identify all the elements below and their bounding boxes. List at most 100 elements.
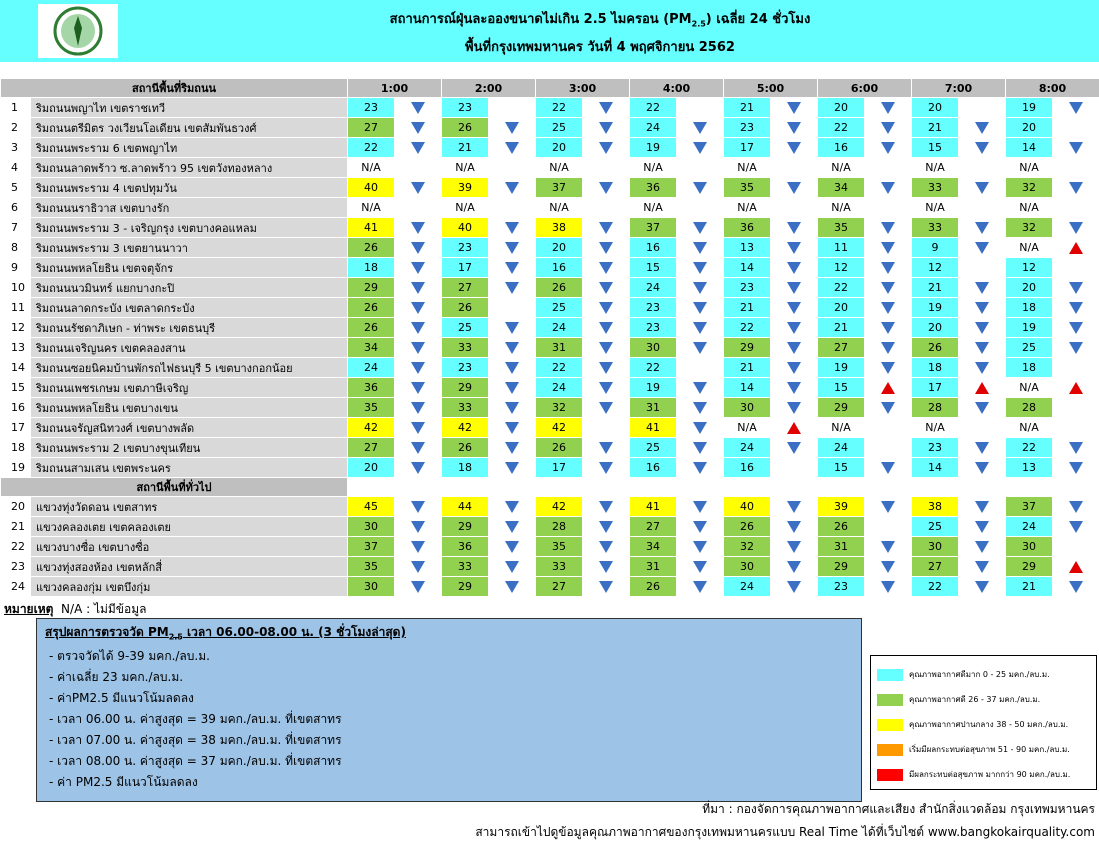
pm-value: 22: [912, 577, 959, 597]
trend-icon: [598, 580, 614, 594]
trend-cell: [1053, 497, 1099, 517]
trend-down: [693, 561, 707, 573]
pm-value: 25: [630, 438, 677, 458]
trend-icon: [692, 241, 708, 255]
trend-down: [599, 561, 613, 573]
trend-down: [787, 322, 801, 334]
trend-cell: [489, 517, 536, 537]
pm-value: 20: [818, 298, 865, 318]
trend-cell: [865, 198, 912, 218]
pm-value: 36: [724, 218, 771, 238]
pm-value: 18: [348, 258, 395, 278]
pm-value: 34: [348, 338, 395, 358]
station-name: ริมถนนลาดพร้าว ซ.ลาดพร้าว 95 เขตวังทองหล…: [31, 158, 348, 178]
trend-icon: [410, 321, 426, 335]
pm-value: 42: [348, 418, 395, 438]
trend-cell: [677, 517, 724, 537]
summary-item: - ตรวจวัดได้ 9-39 มคก./ลบ.ม.: [45, 646, 853, 667]
trend-cell: [959, 318, 1006, 338]
trend-cell: [583, 218, 630, 238]
trend-down: [505, 362, 519, 374]
trend-icon: [598, 401, 614, 415]
trend-cell: [771, 497, 818, 517]
trend-down: [599, 521, 613, 533]
trend-icon: [692, 181, 708, 195]
trend-cell: [583, 577, 630, 597]
trend-icon: [598, 181, 614, 195]
pm-value: N/A: [630, 198, 677, 218]
trend-cell: [583, 138, 630, 158]
trend-cell: [489, 238, 536, 258]
trend-cell: [771, 178, 818, 198]
pm-value: 22: [1006, 438, 1053, 458]
trend-cell: [583, 238, 630, 258]
hour-header: 8:00: [1006, 79, 1099, 98]
trend-cell: [865, 218, 912, 238]
trend-cell: [865, 438, 912, 458]
pm-value: 14: [1006, 138, 1053, 158]
pm-value: 17: [442, 258, 489, 278]
trend-cell: [1053, 218, 1099, 238]
pm-value: 33: [442, 557, 489, 577]
trend-cell: [771, 198, 818, 218]
trend-icon: [880, 580, 896, 594]
legend-swatch: [877, 694, 903, 706]
trend-down: [693, 122, 707, 134]
trend-icon: [786, 241, 802, 255]
trend-icon: [504, 341, 520, 355]
pm-value: 41: [630, 418, 677, 438]
trend-down: [599, 402, 613, 414]
station-no: 22: [1, 537, 31, 557]
pm-value: 30: [1006, 537, 1053, 557]
legend-swatch: [877, 719, 903, 731]
trend-icon: [598, 101, 614, 115]
trend-cell: [1053, 158, 1099, 178]
pm-value: 32: [1006, 178, 1053, 198]
trend-icon: [598, 221, 614, 235]
pm-value: 26: [818, 517, 865, 537]
trend-down: [411, 402, 425, 414]
trend-icon: [974, 441, 990, 455]
trend-cell: [959, 458, 1006, 478]
trend-icon: [598, 441, 614, 455]
pm-value: 15: [818, 458, 865, 478]
pm-value: 27: [912, 557, 959, 577]
pm-value: 25: [536, 118, 583, 138]
trend-cell: [1053, 338, 1099, 358]
trend-cell: [959, 238, 1006, 258]
trend-down: [693, 521, 707, 533]
trend-icon: [410, 540, 426, 554]
trend-down: [505, 442, 519, 454]
trend-icon: [504, 141, 520, 155]
trend-cell: [865, 537, 912, 557]
trend-cell: [583, 398, 630, 418]
trend-icon: [974, 500, 990, 514]
station-no: 1: [1, 98, 31, 118]
trend-icon: [974, 580, 990, 594]
trend-down: [787, 382, 801, 394]
pm-value: N/A: [724, 158, 771, 178]
trend-cell: [395, 158, 442, 178]
trend-icon: [1068, 500, 1084, 514]
trend-cell: [959, 378, 1006, 398]
trend-cell: [959, 298, 1006, 318]
trend-cell: [489, 98, 536, 118]
trend-cell: [489, 438, 536, 458]
trend-down: [599, 182, 613, 194]
trend-down: [411, 222, 425, 234]
pm-value: 35: [348, 557, 395, 577]
trend-cell: [865, 398, 912, 418]
trend-cell: [865, 378, 912, 398]
legend: คุณภาพอากาศดีมาก 0 - 25 มคก./ลบ.ม.คุณภาพ…: [870, 655, 1097, 790]
trend-cell: [395, 438, 442, 458]
trend-cell: [771, 438, 818, 458]
legend-item: คุณภาพอากาศดีมาก 0 - 25 มคก./ลบ.ม.: [877, 662, 1090, 687]
trend-down: [599, 262, 613, 274]
trend-down: [787, 501, 801, 513]
trend-cell: [395, 278, 442, 298]
pm-value: N/A: [1006, 418, 1053, 438]
trend-icon: [692, 261, 708, 275]
